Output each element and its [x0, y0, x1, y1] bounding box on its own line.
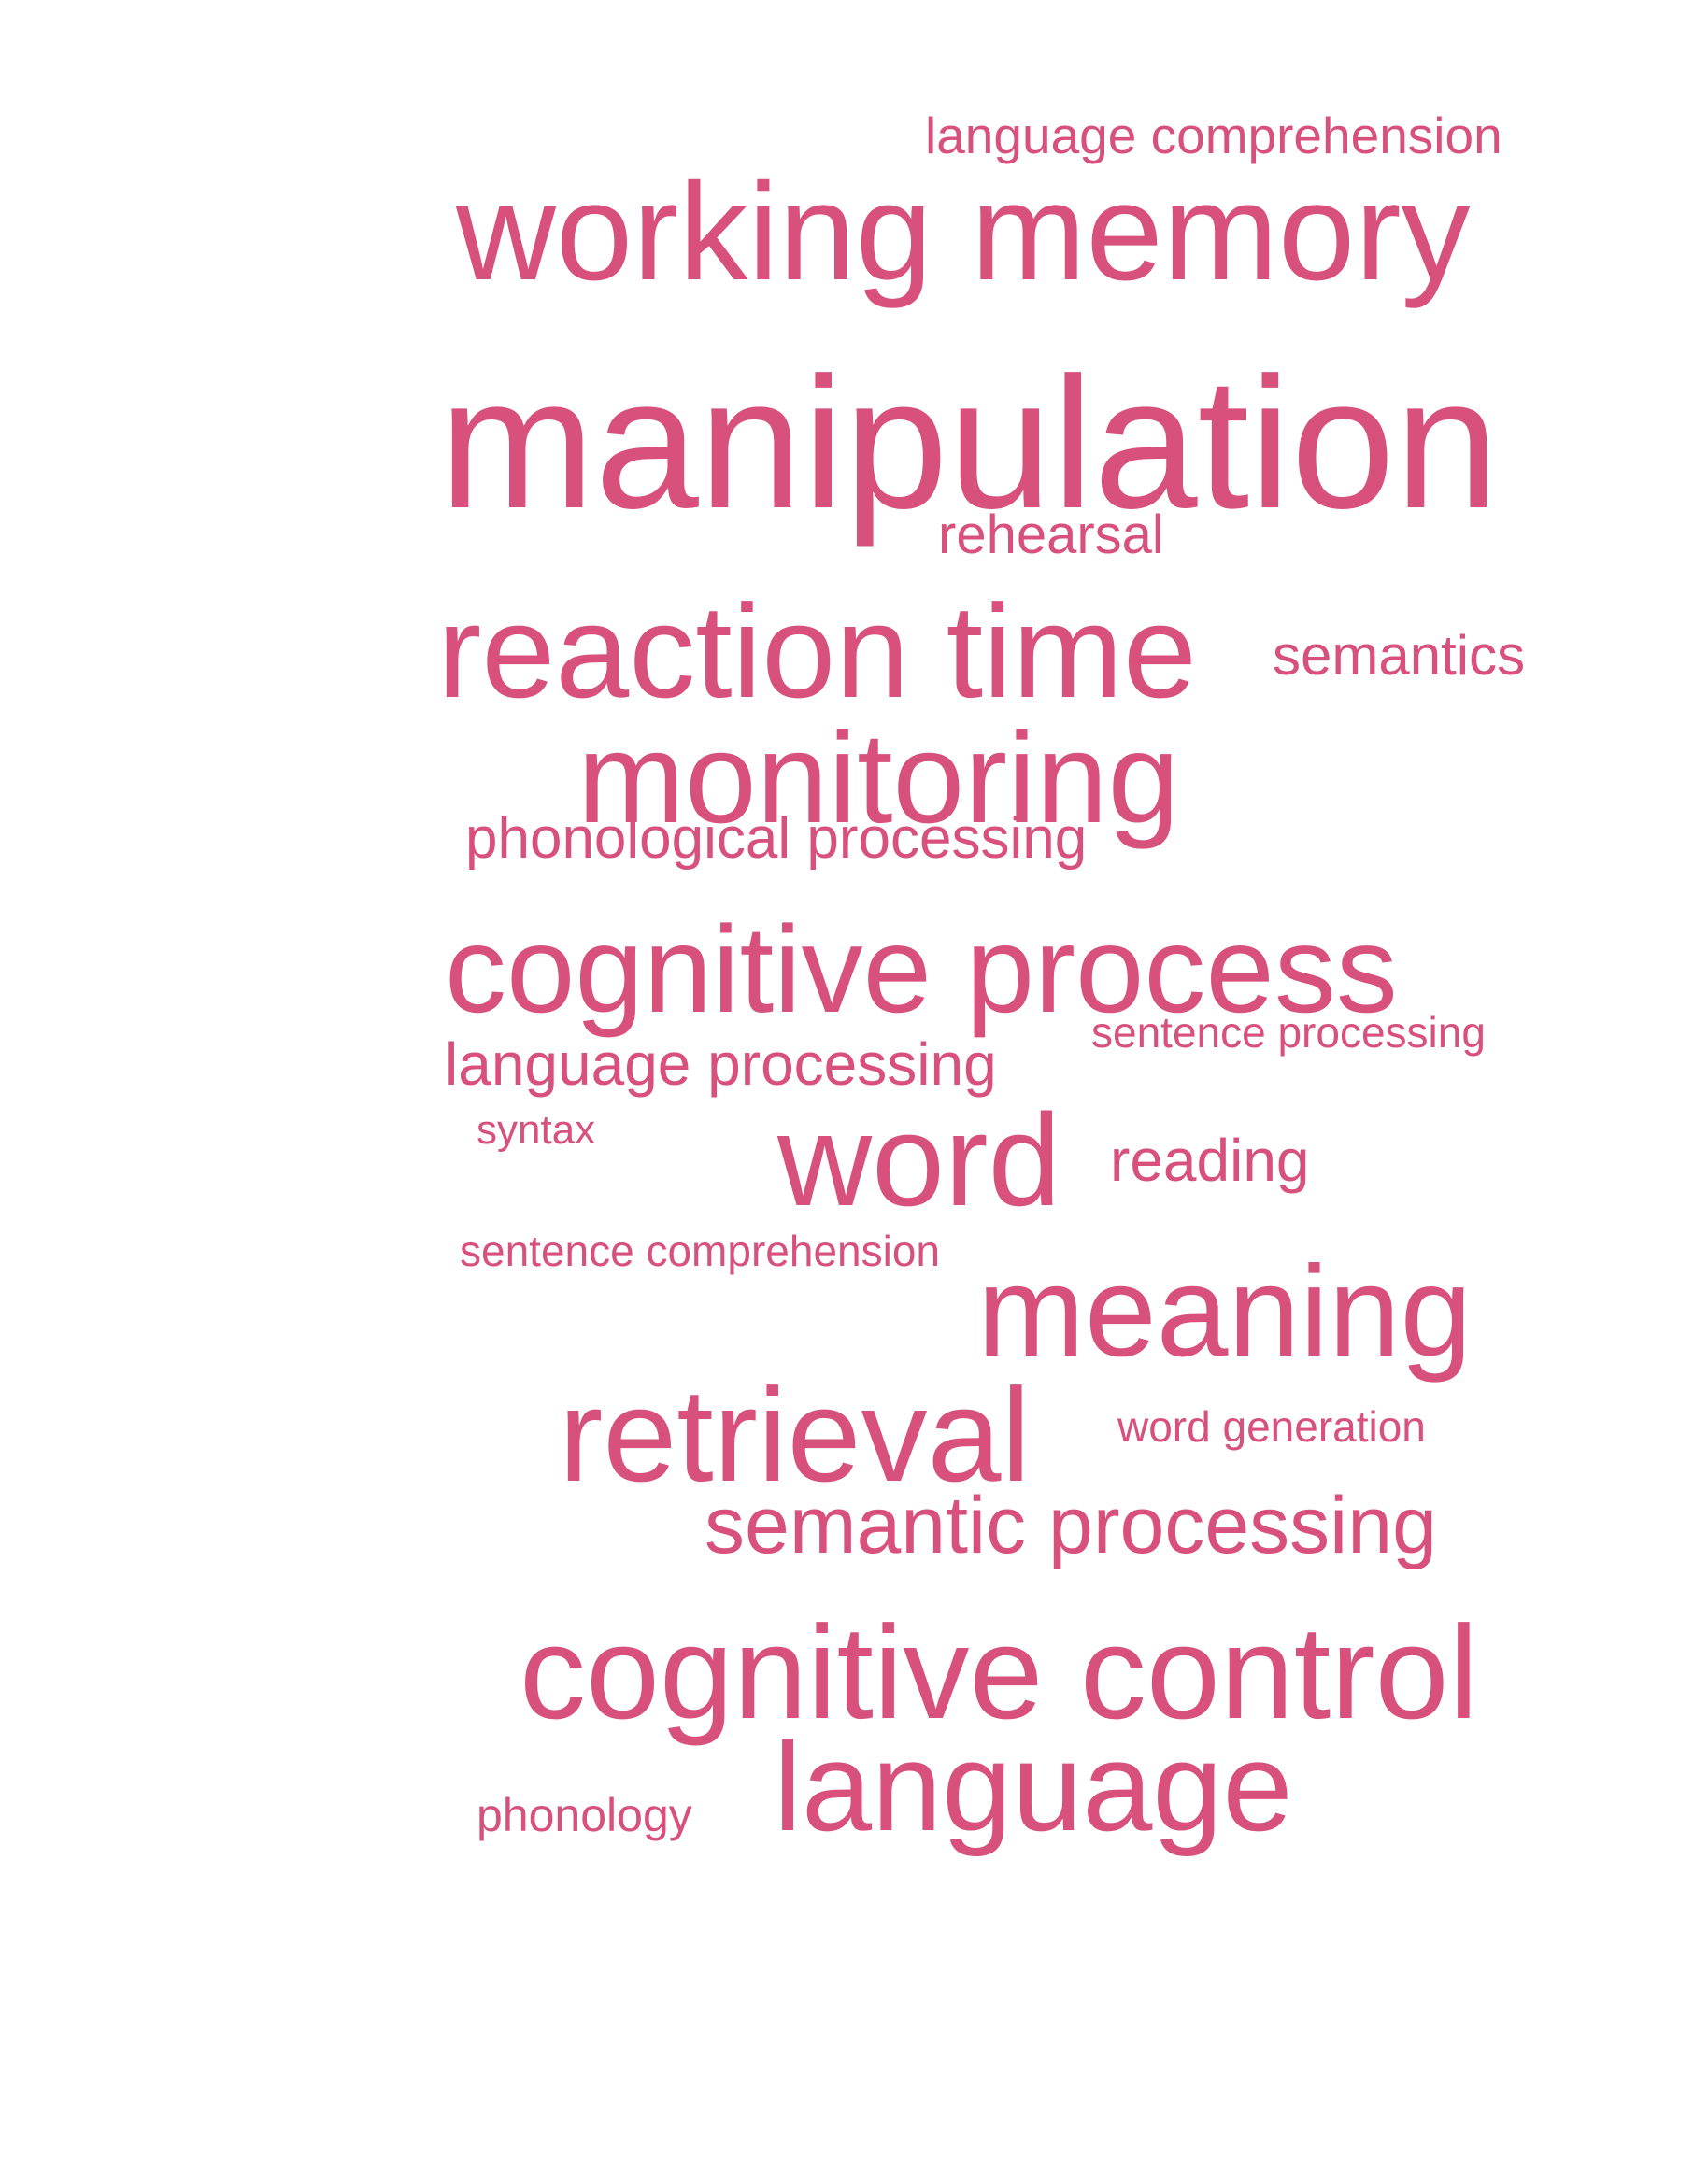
word-reaction-time: reaction time	[437, 577, 1197, 726]
word-manipulation: manipulation	[439, 339, 1500, 547]
word-phonology: phonology	[477, 1789, 692, 1841]
word-language-processing: language processing	[445, 1030, 997, 1098]
word-meaning: meaning	[977, 1240, 1473, 1384]
word-word: word	[777, 1086, 1061, 1233]
word-semantic-processing: semantic processing	[705, 1481, 1437, 1570]
word-language-comprehension: language comprehension	[925, 106, 1502, 164]
word-language: language	[774, 1716, 1293, 1857]
word-syntax: syntax	[477, 1107, 596, 1153]
word-cognitive-control: cognitive control	[520, 1598, 1479, 1747]
word-word-generation: word generation	[1117, 1402, 1426, 1451]
word-cognitive-process: cognitive process	[445, 901, 1398, 1038]
word-reading: reading	[1110, 1127, 1310, 1194]
word-sentence-processing: sentence processing	[1091, 1008, 1486, 1057]
word-sentence-comprehension: sentence comprehension	[460, 1227, 940, 1275]
word-phonological-processing: phonological processing	[465, 806, 1088, 871]
word-monitoring: monitoring	[577, 706, 1180, 850]
word-semantics: semantics	[1273, 624, 1526, 687]
word-retrieval: retrieval	[559, 1361, 1032, 1510]
word-working-memory: working memory	[456, 155, 1471, 309]
word-rehearsal: rehearsal	[938, 504, 1164, 565]
